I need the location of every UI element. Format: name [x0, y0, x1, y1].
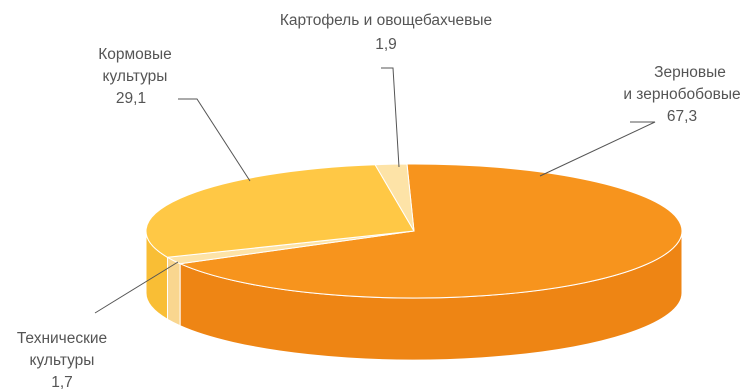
label-feed-line-1: Кормовые	[98, 46, 172, 63]
leader-potato	[381, 67, 400, 168]
label-potato-line-1: Картофель и овощебахчевые	[280, 12, 492, 29]
pie-slice-3	[374, 163, 415, 232]
label-technical-line-2: культуры	[30, 352, 95, 369]
leader-technical	[94, 261, 179, 314]
label-grain-line-2: и зернобобовые	[623, 86, 740, 103]
label-feed-value: 29,1	[116, 90, 146, 107]
label-technical-value: 1,7	[51, 374, 73, 391]
label-grain-line-1: Зерновые	[654, 64, 726, 81]
label-potato-value: 1,9	[375, 36, 397, 53]
label-grain-value: 67,3	[667, 108, 697, 125]
leader-grain	[539, 121, 656, 177]
leader-lines	[94, 67, 656, 314]
label-technical-line-1: Технические	[17, 330, 107, 347]
pie-slice-2	[145, 164, 415, 258]
leader-feed	[178, 98, 251, 182]
pie-slice-0	[178, 163, 683, 299]
label-feed-line-2: культуры	[103, 68, 168, 85]
pie-tops	[145, 163, 683, 299]
